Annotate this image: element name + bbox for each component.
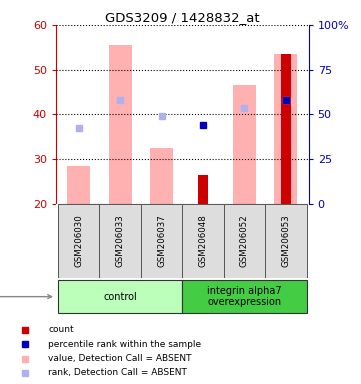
Text: GSM206048: GSM206048 <box>199 215 208 267</box>
Bar <box>233 85 256 204</box>
Text: control: control <box>103 291 137 302</box>
Bar <box>265 204 306 278</box>
Bar <box>109 45 131 204</box>
Bar <box>58 280 182 313</box>
Text: GSM206037: GSM206037 <box>157 215 166 267</box>
Bar <box>99 204 141 278</box>
Bar <box>182 204 224 278</box>
Title: GDS3209 / 1428832_at: GDS3209 / 1428832_at <box>105 11 260 24</box>
Bar <box>150 148 173 204</box>
Text: GSM206033: GSM206033 <box>116 215 125 267</box>
Bar <box>224 204 265 278</box>
Text: GSM206030: GSM206030 <box>74 215 83 267</box>
Text: count: count <box>48 325 74 334</box>
Text: integrin alpha7
overexpression: integrin alpha7 overexpression <box>207 286 282 308</box>
Bar <box>274 54 297 204</box>
Bar <box>68 166 90 204</box>
Text: protocol: protocol <box>0 291 52 302</box>
Bar <box>281 54 291 204</box>
Text: value, Detection Call = ABSENT: value, Detection Call = ABSENT <box>48 354 192 363</box>
Text: percentile rank within the sample: percentile rank within the sample <box>48 340 201 349</box>
Bar <box>182 280 306 313</box>
Text: GSM206052: GSM206052 <box>240 215 249 267</box>
Bar <box>58 204 99 278</box>
Bar <box>198 174 208 204</box>
Bar <box>141 204 182 278</box>
Text: rank, Detection Call = ABSENT: rank, Detection Call = ABSENT <box>48 369 187 377</box>
Text: GSM206053: GSM206053 <box>281 215 290 267</box>
